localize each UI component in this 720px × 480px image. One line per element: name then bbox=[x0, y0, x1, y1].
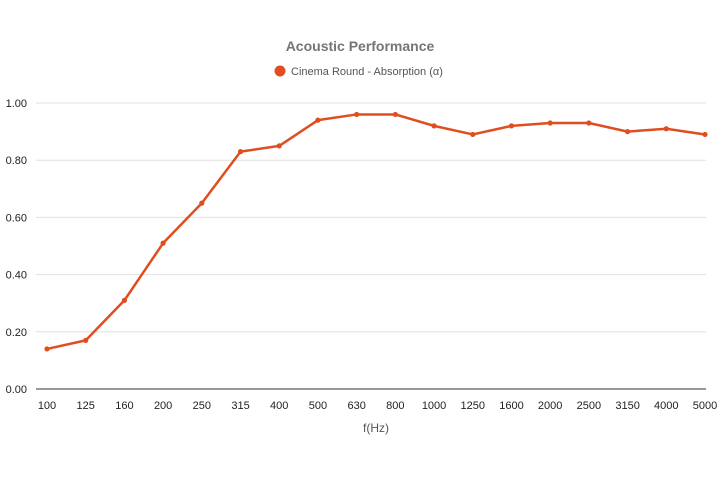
y-axis-ticks: 0.00 0.20 0.40 0.60 0.80 1.00 bbox=[6, 98, 27, 396]
x-tick-label: 5000 bbox=[693, 400, 717, 412]
data-point bbox=[121, 297, 128, 303]
x-tick-label: 1000 bbox=[422, 400, 446, 412]
x-tick-label: 250 bbox=[193, 400, 211, 412]
x-tick-label: 630 bbox=[347, 400, 365, 412]
x-tick-label: 160 bbox=[115, 400, 133, 412]
legend-marker-icon bbox=[274, 65, 286, 77]
x-tick-label: 1600 bbox=[499, 400, 523, 412]
x-tick-label: 100 bbox=[38, 400, 56, 412]
series-line bbox=[45, 113, 707, 351]
data-point bbox=[702, 131, 708, 138]
data-point bbox=[508, 123, 515, 129]
data-point bbox=[586, 120, 592, 126]
y-tick-label: 0.80 bbox=[6, 155, 27, 167]
legend-label: Cinema Round - Absorption (α) bbox=[291, 66, 443, 78]
data-point bbox=[431, 123, 437, 129]
y-tick-label: 1.00 bbox=[6, 98, 27, 110]
data-point bbox=[354, 111, 360, 118]
x-tick-label: 500 bbox=[309, 400, 327, 412]
grid bbox=[36, 102, 706, 390]
data-point bbox=[547, 120, 553, 126]
series-layer bbox=[44, 111, 708, 352]
x-tick-label: 1250 bbox=[461, 400, 485, 412]
x-tick-label: 200 bbox=[154, 400, 172, 412]
x-axis-title: f(Hz) bbox=[363, 421, 389, 435]
x-tick-label: 2000 bbox=[538, 400, 562, 412]
x-tick-label: 400 bbox=[270, 400, 288, 412]
y-tick-label: 0.20 bbox=[6, 327, 27, 339]
data-point bbox=[44, 346, 50, 352]
data-point bbox=[237, 149, 244, 155]
y-tick-label: 0.40 bbox=[6, 270, 27, 282]
x-tick-label: 2500 bbox=[577, 400, 601, 412]
data-point bbox=[83, 337, 89, 343]
data-point bbox=[276, 143, 282, 149]
data-point bbox=[315, 117, 321, 123]
x-tick-label: 125 bbox=[77, 400, 95, 412]
legend: Cinema Round - Absorption (α) bbox=[274, 65, 443, 78]
data-point bbox=[160, 240, 166, 246]
data-point bbox=[624, 129, 631, 135]
data-point bbox=[392, 111, 398, 118]
chart-title: Acoustic Performance bbox=[286, 38, 435, 54]
x-axis-ticks: 100 125 160 200 250 315 400 500 630 800 1000 1250 16… bbox=[38, 400, 717, 412]
x-tick-label: 3150 bbox=[615, 400, 639, 412]
data-point bbox=[199, 200, 205, 206]
x-tick-label: 800 bbox=[386, 400, 404, 412]
data-point bbox=[470, 131, 476, 138]
x-tick-label: 4000 bbox=[654, 400, 678, 412]
y-tick-label: 0.00 bbox=[6, 384, 27, 396]
data-point bbox=[663, 126, 669, 132]
y-tick-label: 0.60 bbox=[6, 212, 27, 224]
x-tick-label: 315 bbox=[231, 400, 249, 412]
